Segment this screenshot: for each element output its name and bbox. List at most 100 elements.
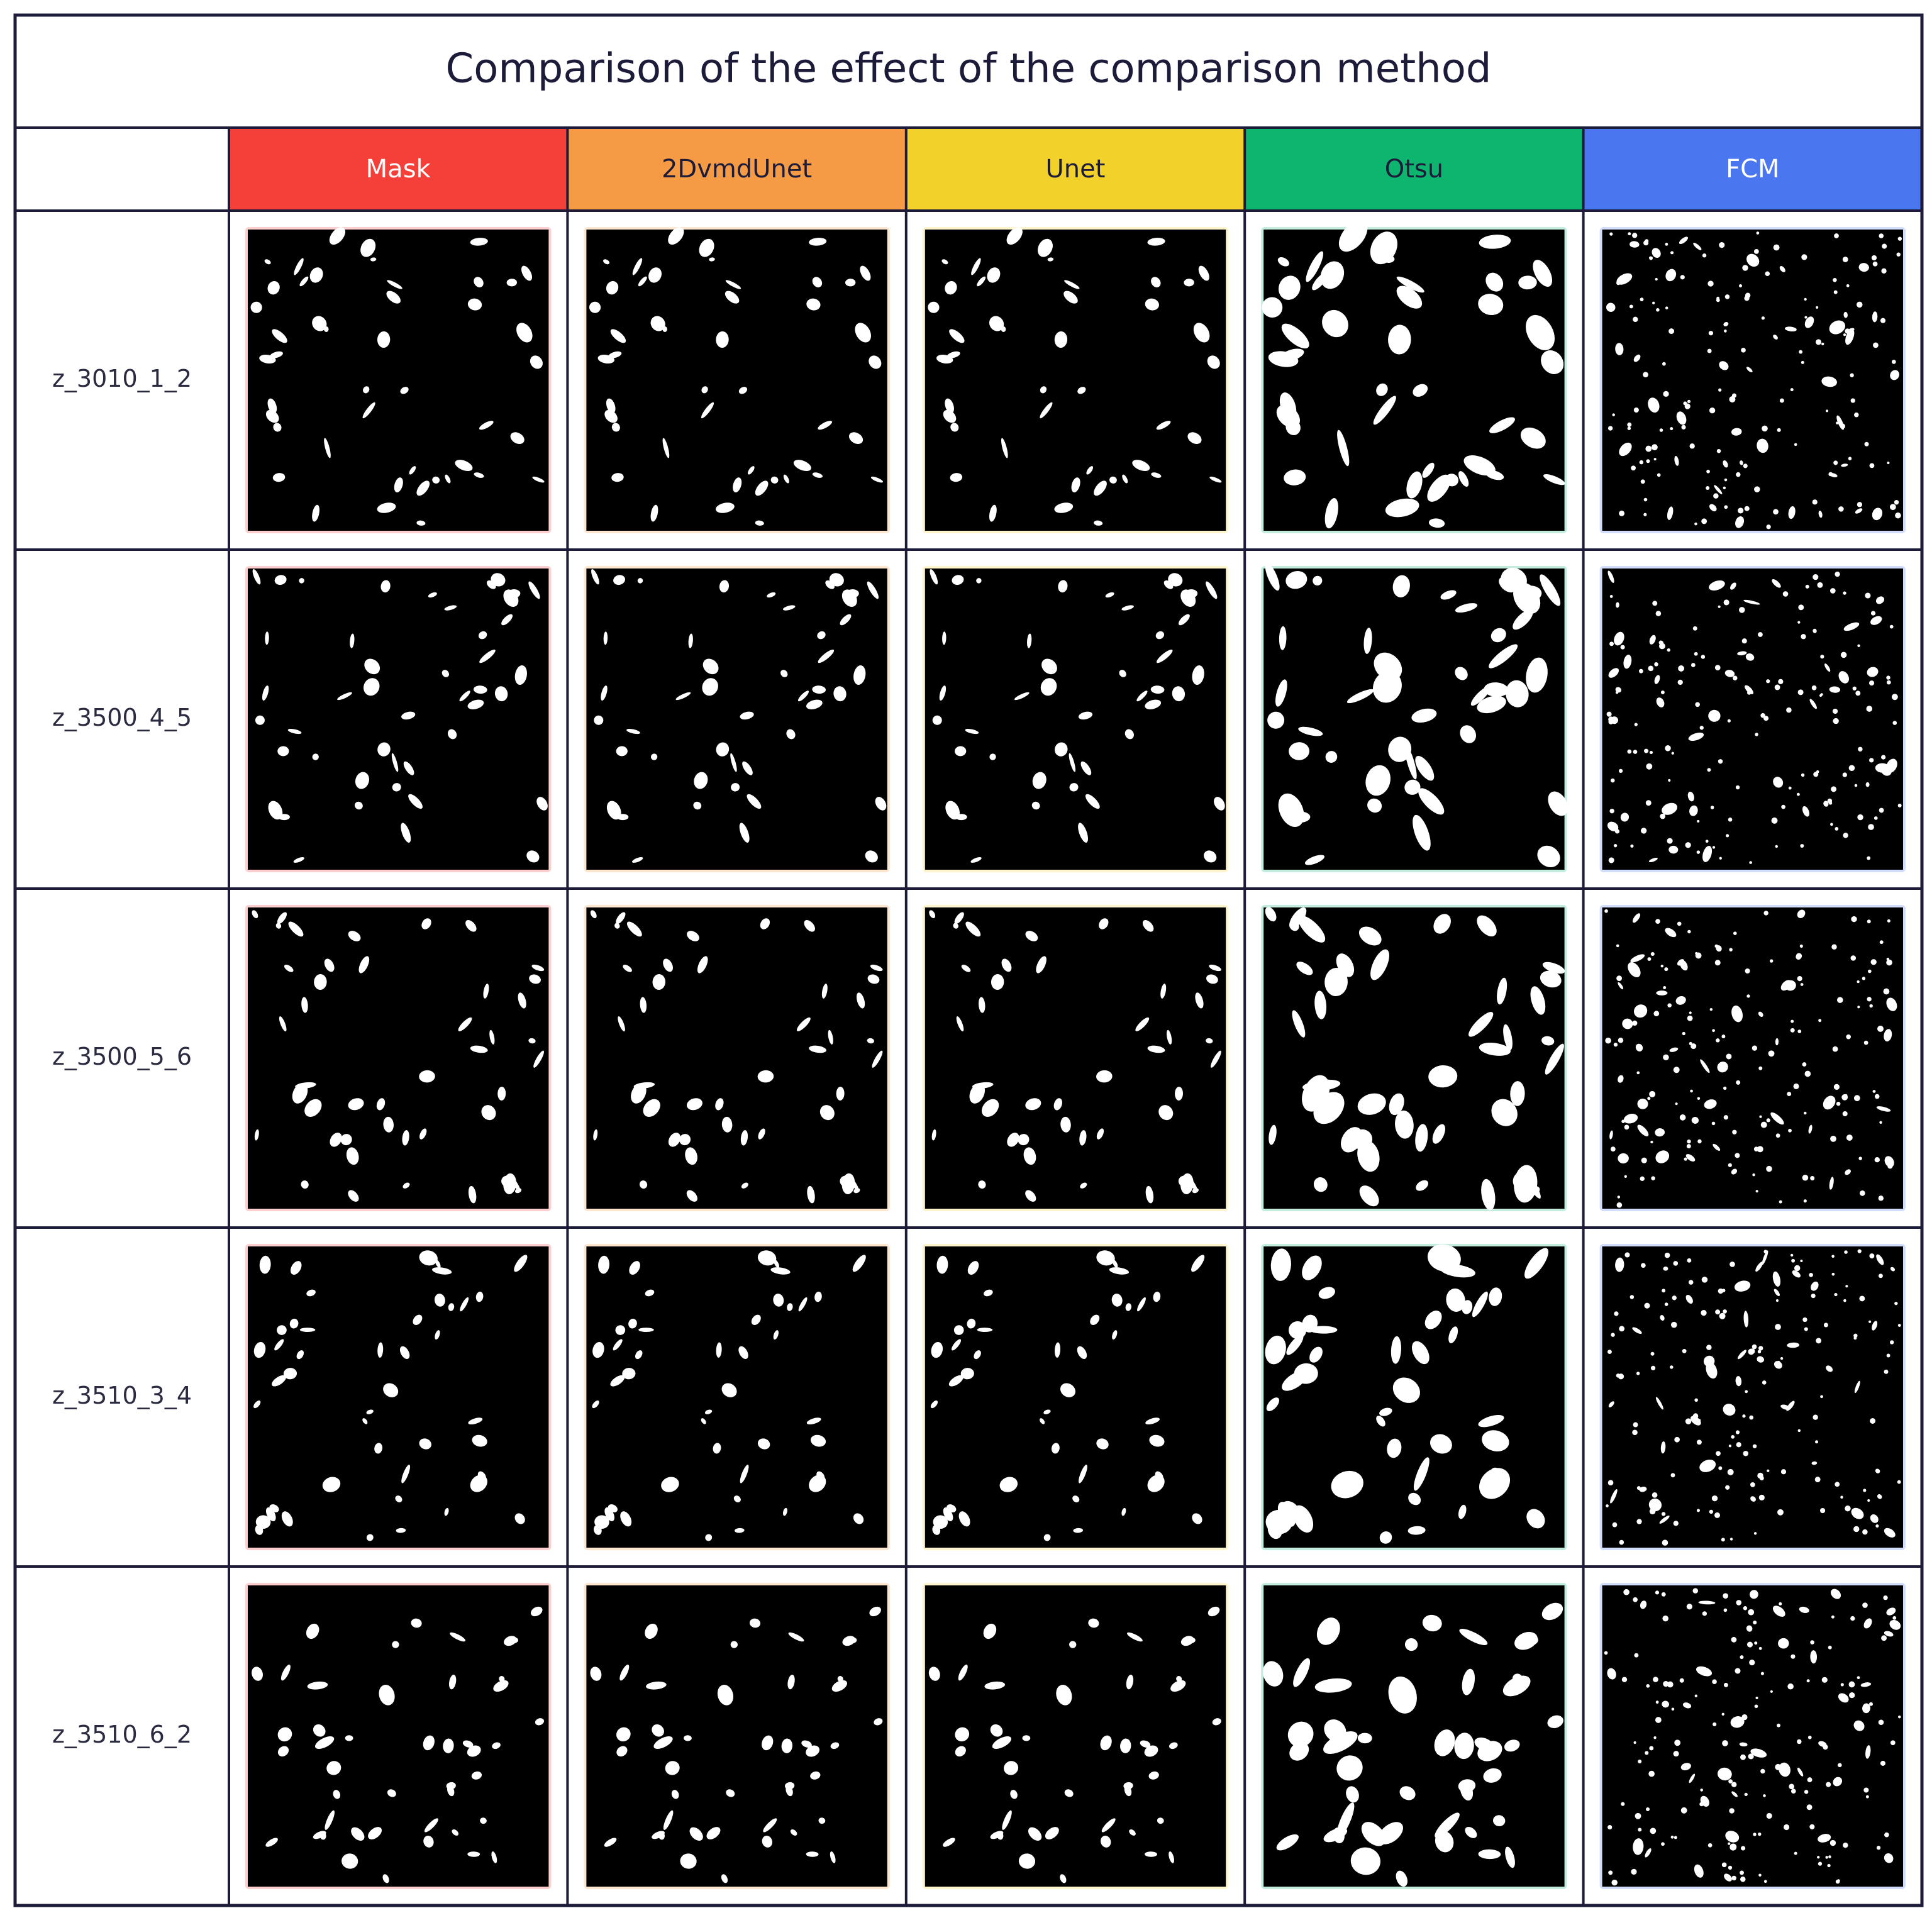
blob: [1337, 430, 1350, 467]
speck: [1646, 459, 1650, 463]
blob: [478, 631, 487, 640]
speck: [1629, 1295, 1635, 1299]
blob: [1637, 1124, 1649, 1136]
blob: [1078, 823, 1089, 843]
blob: [474, 277, 484, 287]
blob: [368, 1827, 382, 1839]
blob: [1537, 845, 1560, 868]
speck: [1650, 1140, 1653, 1144]
blob: [1387, 1438, 1402, 1458]
blob: [366, 1409, 374, 1414]
blob: [852, 1255, 866, 1272]
blob: [306, 1289, 316, 1297]
blob: [952, 575, 964, 585]
blob: [1121, 605, 1134, 611]
blob: [287, 728, 302, 735]
blob: [697, 956, 708, 973]
blob: [787, 1303, 793, 1311]
speck: [1829, 588, 1836, 594]
speck: [1716, 1038, 1720, 1043]
blob: [643, 1099, 660, 1117]
speck: [1763, 911, 1768, 916]
blob: [299, 578, 304, 584]
blob: [448, 1303, 455, 1311]
speck: [1630, 844, 1634, 848]
speck: [1748, 1609, 1755, 1616]
speck: [1835, 1879, 1840, 1884]
speck: [1716, 448, 1721, 453]
blob: [806, 1745, 820, 1757]
speck: [1836, 421, 1839, 424]
blob: [665, 1761, 680, 1775]
blob: [1665, 745, 1671, 752]
blob: [613, 575, 625, 585]
blob: [1208, 1606, 1220, 1617]
speck: [1733, 675, 1738, 680]
blob: [716, 1342, 722, 1358]
blobs: [1265, 1244, 1549, 1544]
speck: [1662, 1539, 1668, 1546]
speck: [1743, 463, 1748, 469]
blob: [394, 477, 403, 492]
blob: [819, 1105, 835, 1121]
blob: [626, 728, 640, 735]
speck: [1655, 1700, 1659, 1704]
blob: [1628, 962, 1641, 978]
blob: [1071, 477, 1080, 492]
blob: [1792, 1270, 1801, 1278]
blob: [730, 753, 737, 772]
blob: [1055, 742, 1068, 757]
blob: [1336, 953, 1355, 977]
blob: [348, 1190, 359, 1202]
row-label: z_3510_6_2: [52, 1721, 192, 1748]
blob: [999, 1477, 1018, 1492]
speck: [1891, 359, 1896, 364]
blob: [277, 1727, 292, 1742]
blob: [1281, 1500, 1299, 1516]
blob: [445, 474, 451, 484]
speck: [1846, 1134, 1853, 1141]
blob: [1424, 1311, 1442, 1329]
blob: [1606, 302, 1616, 312]
blob: [702, 678, 718, 696]
blob: [1172, 686, 1185, 702]
speck: [1718, 1466, 1723, 1470]
blob: [510, 432, 525, 444]
blob: [1526, 314, 1555, 350]
speck: [1687, 1258, 1692, 1263]
speck: [1797, 1739, 1802, 1744]
speck: [1649, 1746, 1654, 1751]
blob: [965, 921, 981, 937]
speck: [1857, 814, 1863, 821]
speck: [1813, 1414, 1818, 1420]
speck: [1724, 330, 1727, 333]
blob: [751, 1314, 761, 1325]
blob: [1211, 1050, 1221, 1068]
blob: [465, 920, 477, 932]
blob: [391, 753, 399, 772]
segmentation-image: [1602, 907, 1903, 1209]
speck: [1816, 306, 1819, 309]
speck: [1687, 1139, 1691, 1144]
blobs: [1263, 1602, 1563, 1887]
blobs: [1606, 1249, 1901, 1546]
speck: [1647, 1097, 1651, 1101]
blob: [806, 1851, 819, 1857]
blob: [606, 801, 621, 820]
blob: [1027, 633, 1032, 648]
speck: [1652, 601, 1658, 606]
blob: [1851, 1507, 1864, 1519]
blob: [606, 398, 616, 414]
blob: [1674, 456, 1679, 466]
blob: [945, 280, 957, 295]
blob: [1802, 806, 1809, 817]
blob: [267, 280, 280, 295]
blobs: [1265, 563, 1568, 868]
speck: [1781, 804, 1785, 809]
blob: [1038, 238, 1053, 257]
speck: [1798, 604, 1804, 611]
speck: [1889, 1340, 1894, 1345]
speck: [1609, 641, 1614, 646]
blob: [1293, 1658, 1311, 1687]
blob: [1618, 982, 1624, 990]
